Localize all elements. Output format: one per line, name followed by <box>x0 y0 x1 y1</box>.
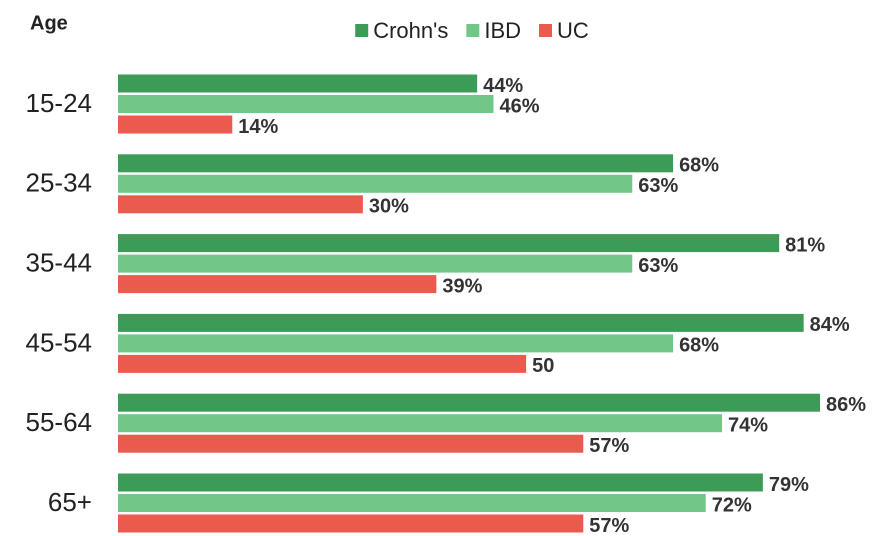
bar <box>118 334 674 353</box>
legend-label: IBD <box>484 18 521 43</box>
value-label: 79% <box>769 474 809 496</box>
y-tick-label: 45-54 <box>26 327 93 357</box>
bar <box>118 195 363 214</box>
y-tick-label: 65+ <box>48 487 92 517</box>
bar <box>118 74 478 93</box>
bar <box>118 174 633 193</box>
bar <box>118 354 527 373</box>
bar <box>118 115 233 134</box>
y-tick-label: 25-34 <box>26 168 93 198</box>
value-label: 44% <box>483 75 523 97</box>
legend-swatch <box>355 24 369 37</box>
value-label: 81% <box>785 234 825 256</box>
y-tick-label: 55-64 <box>26 407 93 437</box>
value-label: 68% <box>679 335 719 357</box>
value-label: 30% <box>369 196 409 218</box>
y-tick-label: 35-44 <box>26 247 93 277</box>
value-label: 74% <box>728 414 768 436</box>
bar <box>118 393 820 412</box>
value-label: 39% <box>442 275 482 297</box>
bar <box>118 473 763 492</box>
bar <box>118 275 437 294</box>
value-label: 72% <box>712 494 752 516</box>
bar <box>118 154 674 173</box>
value-label: 86% <box>826 394 866 416</box>
value-label: 63% <box>638 175 678 197</box>
value-label: 84% <box>810 314 850 336</box>
value-label: 63% <box>638 255 678 277</box>
value-label: 68% <box>679 155 719 177</box>
value-label: 14% <box>238 116 278 138</box>
y-tick-label: 15-24 <box>26 88 93 118</box>
bar <box>118 254 633 273</box>
bar <box>118 494 706 512</box>
legend-label: Crohn's <box>373 18 448 43</box>
bar <box>118 414 723 433</box>
legend-label: UC <box>557 18 589 43</box>
legend-swatch <box>539 24 553 37</box>
bar <box>118 514 584 533</box>
value-label: 46% <box>499 95 539 117</box>
bar <box>118 313 804 332</box>
bar <box>118 234 780 253</box>
legend-swatch <box>466 24 480 37</box>
value-label: 50 <box>532 355 554 377</box>
value-label: 57% <box>589 515 629 536</box>
bar <box>118 434 584 453</box>
y-axis-title: Age <box>30 12 68 34</box>
bar <box>118 95 494 113</box>
value-label: 57% <box>589 435 629 457</box>
